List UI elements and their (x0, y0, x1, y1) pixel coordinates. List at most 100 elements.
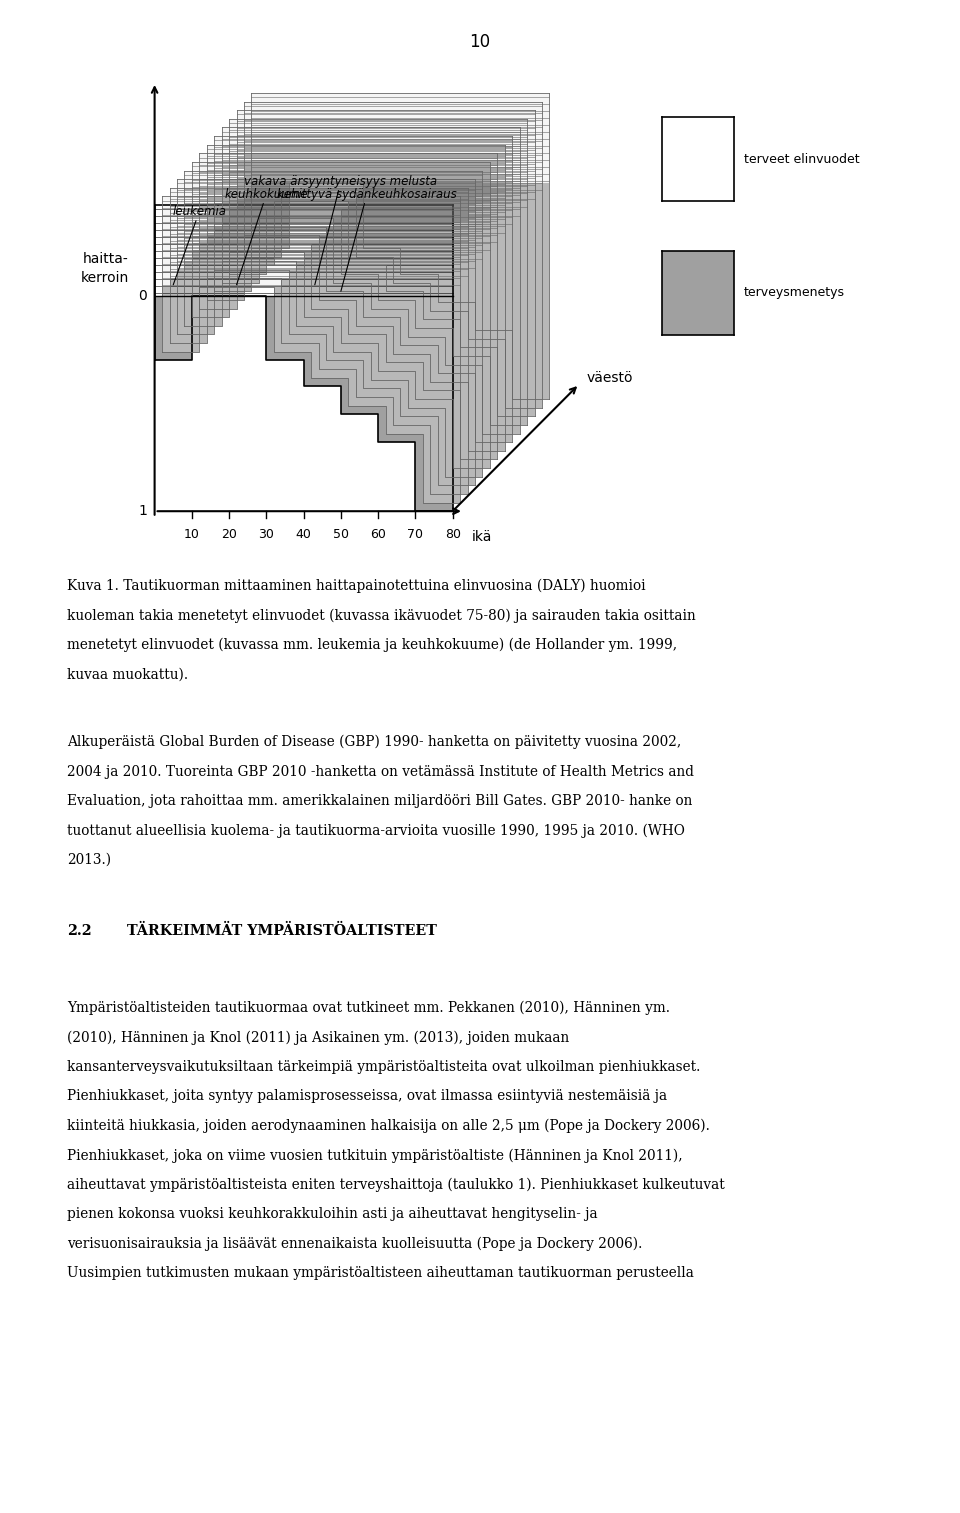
Polygon shape (460, 201, 497, 348)
Polygon shape (303, 295, 341, 386)
Polygon shape (311, 287, 348, 378)
Text: 20: 20 (221, 528, 237, 542)
Polygon shape (297, 262, 333, 325)
Polygon shape (513, 183, 549, 399)
Polygon shape (393, 278, 430, 425)
Polygon shape (177, 179, 475, 269)
Polygon shape (333, 262, 371, 351)
Text: aiheuttavat ympäristöaltisteista eniten terveyshaittoja (taulukko 1). Pienhiukka: aiheuttavat ympäristöaltisteista eniten … (67, 1177, 725, 1192)
Text: menetetyt elinvuodet (kuvassa mm. leukemia ja keuhkokuume) (de Hollander ym. 199: menetetyt elinvuodet (kuvassa mm. leukem… (67, 637, 678, 652)
Polygon shape (348, 201, 386, 265)
Text: terveet elinvuodet: terveet elinvuodet (744, 153, 859, 165)
Polygon shape (206, 235, 244, 300)
Text: (2010), Hänninen ja Knol (2011) ja Asikainen ym. (2013), joiden mukaan: (2010), Hänninen ja Knol (2011) ja Asika… (67, 1030, 569, 1044)
Polygon shape (356, 235, 393, 325)
Polygon shape (468, 235, 505, 451)
Polygon shape (505, 192, 542, 407)
Polygon shape (274, 287, 311, 351)
Text: 40: 40 (296, 528, 312, 542)
Polygon shape (162, 197, 460, 287)
Text: 0: 0 (138, 289, 147, 303)
Polygon shape (192, 162, 490, 253)
Text: Ympäristöaltisteiden tautikuormaa ovat tutkineet mm. Pekkanen (2010), Hänninen y: Ympäristöaltisteiden tautikuormaa ovat t… (67, 1000, 670, 1015)
Text: 80: 80 (444, 528, 461, 542)
Polygon shape (326, 227, 363, 292)
Polygon shape (430, 235, 468, 381)
Polygon shape (155, 295, 192, 360)
Polygon shape (408, 218, 445, 336)
Polygon shape (363, 183, 400, 248)
Polygon shape (452, 209, 490, 356)
Polygon shape (468, 192, 505, 339)
Polygon shape (363, 269, 400, 389)
Polygon shape (341, 295, 378, 415)
Polygon shape (252, 92, 549, 183)
Polygon shape (408, 262, 445, 407)
Polygon shape (483, 218, 519, 434)
Text: 10: 10 (184, 528, 200, 542)
Polygon shape (378, 253, 416, 371)
Text: kehittyvä sydänkeuhkosairaus: kehittyvä sydänkeuhkosairaus (277, 188, 457, 292)
Polygon shape (378, 209, 416, 300)
Polygon shape (170, 278, 206, 343)
Polygon shape (162, 287, 200, 351)
Polygon shape (184, 171, 483, 262)
Polygon shape (378, 295, 416, 442)
Text: verisuonisairauksia ja lisäävät ennenaikaista kuolleisuutta (Pope ja Dockery 200: verisuonisairauksia ja lisäävät ennenaik… (67, 1236, 642, 1251)
Polygon shape (222, 218, 259, 283)
Polygon shape (244, 101, 542, 192)
Polygon shape (214, 136, 513, 227)
Polygon shape (170, 188, 468, 278)
Polygon shape (356, 278, 393, 396)
Text: Pienhiukkaset, joka on viime vuosien tutkituin ympäristöaltiste (Hänninen ja Kno: Pienhiukkaset, joka on viime vuosien tut… (67, 1148, 683, 1162)
Polygon shape (490, 209, 527, 425)
Text: 50: 50 (333, 528, 348, 542)
Polygon shape (416, 209, 452, 328)
Polygon shape (400, 183, 438, 274)
Text: Kuva 1. Tautikuorman mittaaminen haittapainotettuina elinvuosina (DALY) huomioi: Kuva 1. Tautikuorman mittaaminen haittap… (67, 579, 646, 593)
Polygon shape (400, 269, 438, 416)
Polygon shape (430, 192, 468, 310)
Text: Alkuperäistä Global Burden of Disease (GBP) 1990- hanketta on päivitetty vuosina: Alkuperäistä Global Burden of Disease (G… (67, 735, 682, 749)
Text: kuvaa muokattu).: kuvaa muokattu). (67, 667, 188, 681)
Polygon shape (214, 227, 252, 292)
Polygon shape (289, 269, 326, 334)
Polygon shape (422, 287, 460, 502)
Text: tuottanut alueellisia kuolema- ja tautikuorma-arvioita vuosille 1990, 1995 ja 20: tuottanut alueellisia kuolema- ja tautik… (67, 823, 685, 838)
Polygon shape (229, 120, 527, 209)
Polygon shape (348, 287, 386, 405)
Polygon shape (200, 244, 236, 309)
Text: Uusimpien tutkimusten mukaan ympäristöaltisteen aiheuttaman tautikuorman peruste: Uusimpien tutkimusten mukaan ympäristöal… (67, 1266, 694, 1280)
Polygon shape (244, 192, 281, 257)
Text: 30: 30 (258, 528, 275, 542)
Polygon shape (371, 262, 408, 380)
Polygon shape (356, 192, 393, 257)
Polygon shape (438, 183, 475, 303)
Polygon shape (319, 278, 356, 369)
Text: Pienhiukkaset, joita syntyy palamisprosesseissa, ovat ilmassa esiintyviä nestemä: Pienhiukkaset, joita syntyy palamisprose… (67, 1089, 667, 1103)
Polygon shape (229, 209, 266, 274)
Polygon shape (192, 253, 229, 318)
Polygon shape (438, 269, 475, 486)
Text: haitta-
kerroin: haitta- kerroin (81, 253, 129, 284)
Polygon shape (222, 127, 519, 218)
Polygon shape (386, 201, 422, 292)
Polygon shape (460, 244, 497, 460)
Text: kansanterveysvaikutuksiltaan tärkeimpiä ympäristöaltisteita ovat ulkoilman pienh: kansanterveysvaikutuksiltaan tärkeimpiä … (67, 1059, 701, 1074)
Polygon shape (386, 244, 422, 363)
Text: 60: 60 (371, 528, 386, 542)
Text: väestö: väestö (587, 371, 634, 384)
Text: leukemia: leukemia (172, 204, 227, 284)
Text: ikä: ikä (471, 530, 492, 545)
Text: keuhkokuume: keuhkokuume (225, 188, 308, 284)
Polygon shape (266, 295, 303, 360)
Text: 2.2: 2.2 (67, 924, 92, 938)
Polygon shape (386, 287, 422, 434)
Polygon shape (452, 253, 490, 468)
Polygon shape (155, 206, 452, 295)
Polygon shape (445, 218, 483, 365)
Polygon shape (416, 253, 452, 399)
Polygon shape (430, 278, 468, 493)
Text: TÄRKEIMMÄT YMPÄRISTÖALTISTEET: TÄRKEIMMÄT YMPÄRISTÖALTISTEET (127, 924, 437, 938)
Text: 1: 1 (138, 504, 147, 519)
